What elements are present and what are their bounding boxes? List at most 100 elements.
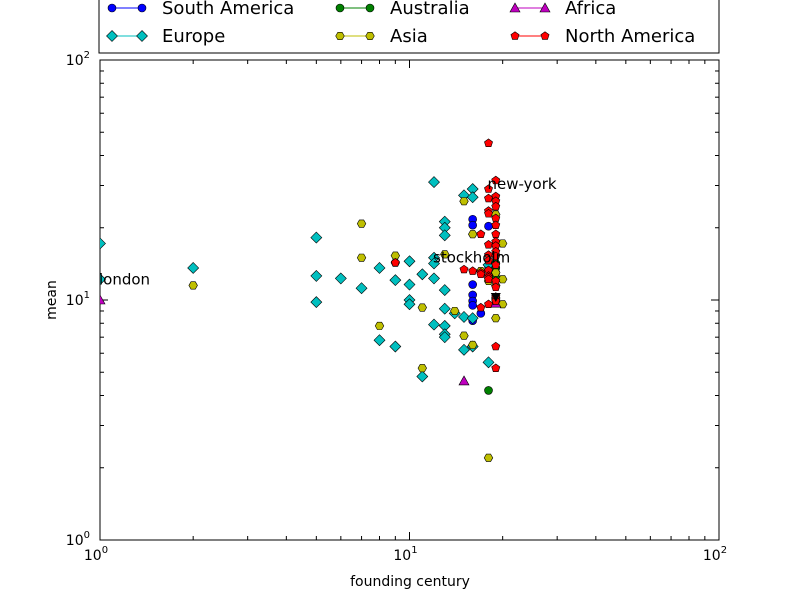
- point-europe: [310, 231, 323, 244]
- x-axis-label: founding century: [350, 574, 470, 590]
- legend-marker-australia: [335, 3, 345, 13]
- point-europe: [100, 273, 106, 286]
- point-north-america: [459, 264, 469, 274]
- point-south-america: [468, 220, 477, 230]
- point-south-america: [468, 280, 477, 289]
- legend: South America Australia Africa Europe Asia No…: [98, 0, 720, 54]
- point-north-america: [484, 208, 493, 218]
- point-europe: [428, 272, 440, 285]
- legend-marker-australia: [365, 3, 375, 13]
- point-australia: [484, 386, 493, 395]
- point-north-america: [484, 184, 493, 193]
- x-tick-exponent: 2: [721, 545, 727, 556]
- point-europe: [482, 356, 495, 369]
- legend-label-south-america: South America: [162, 0, 294, 19]
- y-tick-label: 101: [66, 290, 90, 309]
- point-north-america: [491, 260, 501, 269]
- point-north-america: [491, 363, 501, 372]
- x-tick-exponent: 1: [411, 545, 417, 556]
- point-europe: [389, 340, 402, 353]
- point-asia: [459, 197, 469, 206]
- point-africa: [100, 294, 106, 305]
- point-north-america: [491, 220, 501, 229]
- y-tick-base: 10: [66, 293, 84, 309]
- legend-marker-north-america: [510, 31, 520, 40]
- point-europe: [416, 370, 429, 383]
- point-europe: [466, 312, 479, 325]
- point-asia: [459, 331, 469, 340]
- point-asia: [188, 281, 198, 290]
- point-north-america: [476, 229, 486, 238]
- point-asia: [468, 340, 478, 349]
- point-europe: [428, 318, 440, 331]
- point-europe: [438, 331, 451, 344]
- point-north-america: [484, 138, 493, 148]
- point-asia: [374, 321, 385, 330]
- point-north-america: [491, 175, 501, 185]
- point-europe: [310, 296, 323, 309]
- point-europe: [373, 262, 386, 274]
- data-points: [100, 138, 508, 462]
- point-europe: [416, 268, 429, 281]
- legend-marker-africa: [539, 2, 551, 13]
- point-europe: [458, 311, 470, 323]
- legend-marker-europe: [136, 30, 148, 42]
- point-europe: [310, 269, 323, 282]
- point-south-america: [484, 221, 493, 231]
- y-tick-exponent: 2: [84, 50, 90, 61]
- point-europe: [389, 274, 402, 287]
- x-tick-label: 100: [84, 545, 108, 564]
- point-asia: [356, 219, 367, 228]
- point-europe: [438, 284, 451, 296]
- point-europe: [428, 257, 440, 270]
- y-tick-label: 100: [66, 530, 90, 549]
- point-north-america: [491, 341, 501, 351]
- point-europe: [334, 272, 347, 285]
- point-europe: [373, 334, 386, 347]
- point-asia: [440, 250, 450, 259]
- point-asia: [450, 306, 460, 316]
- legend-marker-south-america: [107, 3, 117, 13]
- point-asia: [356, 253, 367, 262]
- point-europe: [355, 282, 368, 295]
- legend-marker-africa: [509, 2, 521, 13]
- point-asia: [498, 239, 508, 248]
- point-north-america: [484, 255, 493, 265]
- point-north-america: [491, 251, 501, 261]
- legend-frame: [98, 0, 720, 54]
- point-europe: [187, 262, 200, 274]
- point-europe: [403, 278, 416, 291]
- point-asia: [468, 230, 478, 239]
- legend-marker-asia: [365, 31, 375, 41]
- point-north-america: [468, 266, 478, 275]
- point-south-america: [468, 301, 477, 310]
- legend-items: South America Australia Africa Europe Asia No…: [106, 0, 695, 47]
- point-africa: [458, 375, 470, 386]
- y-tick-exponent: 0: [84, 530, 90, 541]
- point-north-america: [476, 302, 486, 312]
- point-europe: [466, 191, 479, 204]
- y-axis-label: mean: [44, 280, 60, 320]
- legend-marker-europe: [106, 30, 118, 42]
- point-asia: [491, 314, 501, 323]
- annotations: london new-york stockholm: [99, 175, 557, 289]
- point-north-america: [484, 240, 493, 249]
- point-north-america: [484, 299, 493, 309]
- point-europe: [403, 255, 416, 268]
- legend-label-africa: Africa: [565, 0, 616, 19]
- annotation-label: new-york: [488, 175, 557, 193]
- annotation-label: london: [99, 270, 150, 288]
- point-europe: [100, 237, 106, 250]
- axis-ticks: [99, 59, 720, 541]
- point-europe: [438, 229, 451, 242]
- point-north-america: [491, 282, 501, 292]
- y-tick-exponent: 1: [84, 290, 90, 301]
- point-asia: [483, 453, 494, 462]
- legend-label-australia: Australia: [390, 0, 470, 19]
- point-asia: [498, 275, 508, 284]
- legend-marker-asia: [335, 31, 345, 41]
- legend-marker-south-america: [137, 3, 147, 13]
- point-europe: [428, 176, 440, 188]
- x-tick-label: 102: [703, 545, 727, 564]
- x-tick-label: 101: [393, 545, 417, 564]
